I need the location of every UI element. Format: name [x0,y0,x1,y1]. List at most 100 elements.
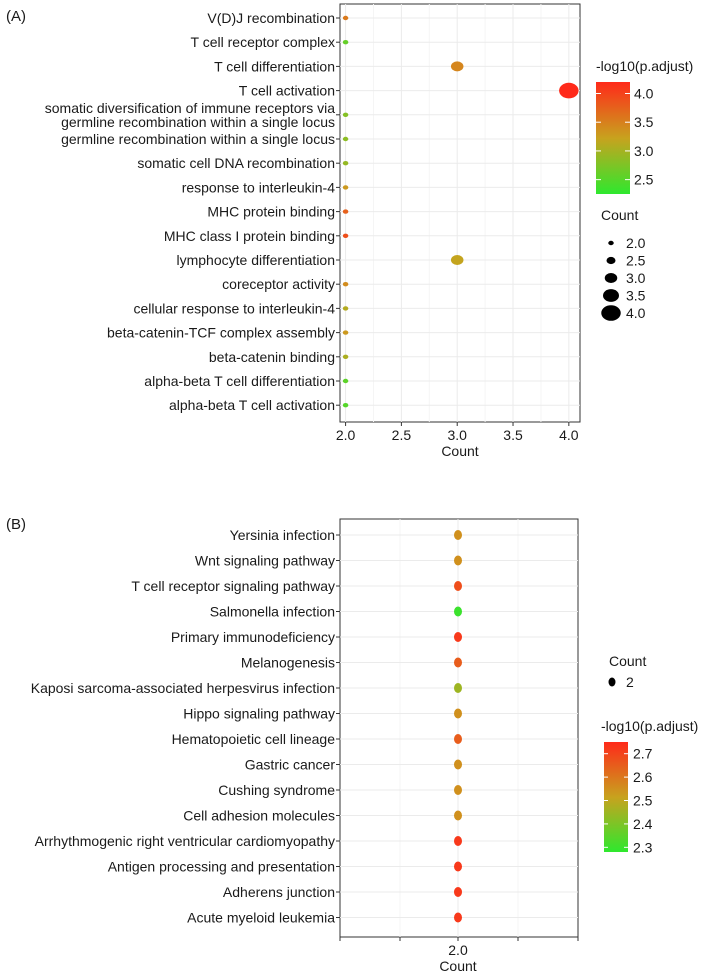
data-point [342,354,349,359]
data-point [454,581,462,591]
color-tick-label: 2.5 [634,172,654,188]
size-legend-key [604,273,618,283]
y-tick-label: MHC protein binding [207,204,335,220]
y-tick-label: alpha-beta T cell differentiation [144,373,335,389]
data-point [454,759,462,770]
data-point [454,632,462,642]
y-tick-label: germline recombination within a single l… [61,131,335,147]
panel-a-x-axis-title: Count [441,443,478,459]
panel-b-color-legend: -log10(p.adjust) 2.7 2.6 2.5 2.4 2.3 [601,718,698,855]
data-point [342,330,349,335]
y-tick-label: Primary immunodeficiency [171,629,335,645]
y-tick-label: MHC class I protein binding [164,228,335,244]
data-point [342,136,349,142]
y-tick-label: T cell receptor complex [191,34,335,50]
panel-b-x-ticks: 2.0 [339,937,579,958]
y-tick-label: Cushing syndrome [218,782,335,798]
x-tick-label: 2.0 [336,427,356,443]
y-tick-label: alpha-beta T cell activation [169,397,335,413]
color-tick-label: 2.4 [633,816,653,832]
panel-a: (A) V(D)J recombination T cell receptor c… [6,3,693,459]
data-point [454,683,462,693]
panel-a-color-legend-title: -log10(p.adjust) [596,58,693,74]
data-point [454,887,462,897]
data-point [342,40,349,45]
data-point [342,378,349,384]
panel-a-x-ticks: 2.0 2.5 3.0 3.5 4.0 [336,422,579,443]
data-point [454,785,462,795]
data-point [454,606,462,617]
data-point [342,233,349,238]
color-tick-label: 4.0 [634,85,654,101]
size-legend-label: 4.0 [626,305,646,321]
y-tick-label: Kaposi sarcoma-associated herpesvirus in… [31,680,335,696]
panel-b-size-legend: Count 2 [608,653,646,690]
panel-b-x-axis-title: Count [439,958,476,974]
size-legend-label: 2.5 [626,253,646,269]
y-tick-label: T cell activation [239,83,335,99]
panel-a-color-legend: -log10(p.adjust) 4.0 3.5 3.0 2.5 [596,58,693,194]
data-point [454,912,462,923]
data-point [342,282,349,287]
size-legend-key [601,305,621,321]
size-legend-label: 2.0 [626,235,646,251]
panel-a-y-labels: V(D)J recombination T cell receptor compl… [45,10,340,413]
data-point [454,810,462,821]
panel-a-size-legend-title: Count [601,207,638,223]
size-legend-label: 3.5 [626,288,646,304]
y-tick-label: germline recombination within a single l… [61,114,335,130]
panel-b-label: (B) [6,516,26,533]
panel-b-color-ticks: 2.7 2.6 2.5 2.4 2.3 [604,746,653,855]
y-tick-label: Wnt signaling pathway [195,553,335,569]
panel-b-color-bar [604,742,628,852]
data-point [454,734,462,744]
data-point [454,836,462,846]
panel-a-size-legend: Count 2.0 2.53.0 3.54.0 [601,207,646,321]
x-tick-label: 2.0 [448,942,468,958]
x-tick-label: 4.0 [559,427,579,443]
y-tick-label: T cell receptor signaling pathway [131,578,335,594]
data-point [450,61,464,72]
y-tick-label: beta-catenin binding [209,349,335,365]
data-point [454,861,462,872]
y-tick-label: cellular response to interleukin-4 [133,300,335,316]
color-tick-label: 2.3 [633,839,653,855]
y-tick-label: T cell differentiation [214,58,335,74]
color-tick-label: 2.7 [633,746,653,762]
color-tick-label: 3.0 [634,143,654,159]
y-tick-label: Hematopoietic cell lineage [172,731,336,747]
y-tick-label: V(D)J recombination [207,10,335,26]
data-point [342,403,349,408]
x-tick-label: 2.5 [392,427,412,443]
y-tick-label: Antigen processing and presentation [108,859,335,875]
panel-b-y-labels: Yersinia infection Wnt signaling pathway T… [31,527,340,926]
panel-a-label: (A) [6,8,26,25]
y-tick-label: response to interleukin-4 [182,179,336,195]
y-tick-label: Melanogenesis [241,655,335,671]
data-point [342,112,349,118]
y-tick-label: Acute myeloid leukemia [187,910,335,926]
size-legend-key [606,256,616,265]
y-tick-label: somatic cell DNA recombination [137,155,335,171]
panel-a-color-ticks: 4.0 3.5 3.0 2.5 [596,85,654,188]
data-point [454,530,462,540]
panel-a-points [342,15,579,408]
y-tick-label: Adherens junction [223,884,335,900]
panel-a-grid [340,4,580,422]
color-tick-label: 2.5 [633,793,653,809]
y-tick-label: Gastric cancer [245,757,336,773]
y-tick-label: Yersinia infection [230,527,335,543]
panel-a-color-bar [596,82,630,194]
data-point [559,82,579,99]
data-point [342,185,349,190]
x-tick-label: 3.5 [503,427,523,443]
size-legend-label: 2 [626,674,634,690]
panel-b-size-legend-title: Count [609,653,646,669]
size-legend-label: 3.0 [626,270,646,286]
y-tick-label: Arrhythmogenic right ventricular cardiom… [35,833,335,849]
y-tick-label: lymphocyte differentiation [177,252,336,268]
y-tick-label: Cell adhesion molecules [183,808,335,824]
panel-b: (B) Yersinia infection Wnt signaling path… [6,516,698,974]
panel-b-points [454,530,462,923]
